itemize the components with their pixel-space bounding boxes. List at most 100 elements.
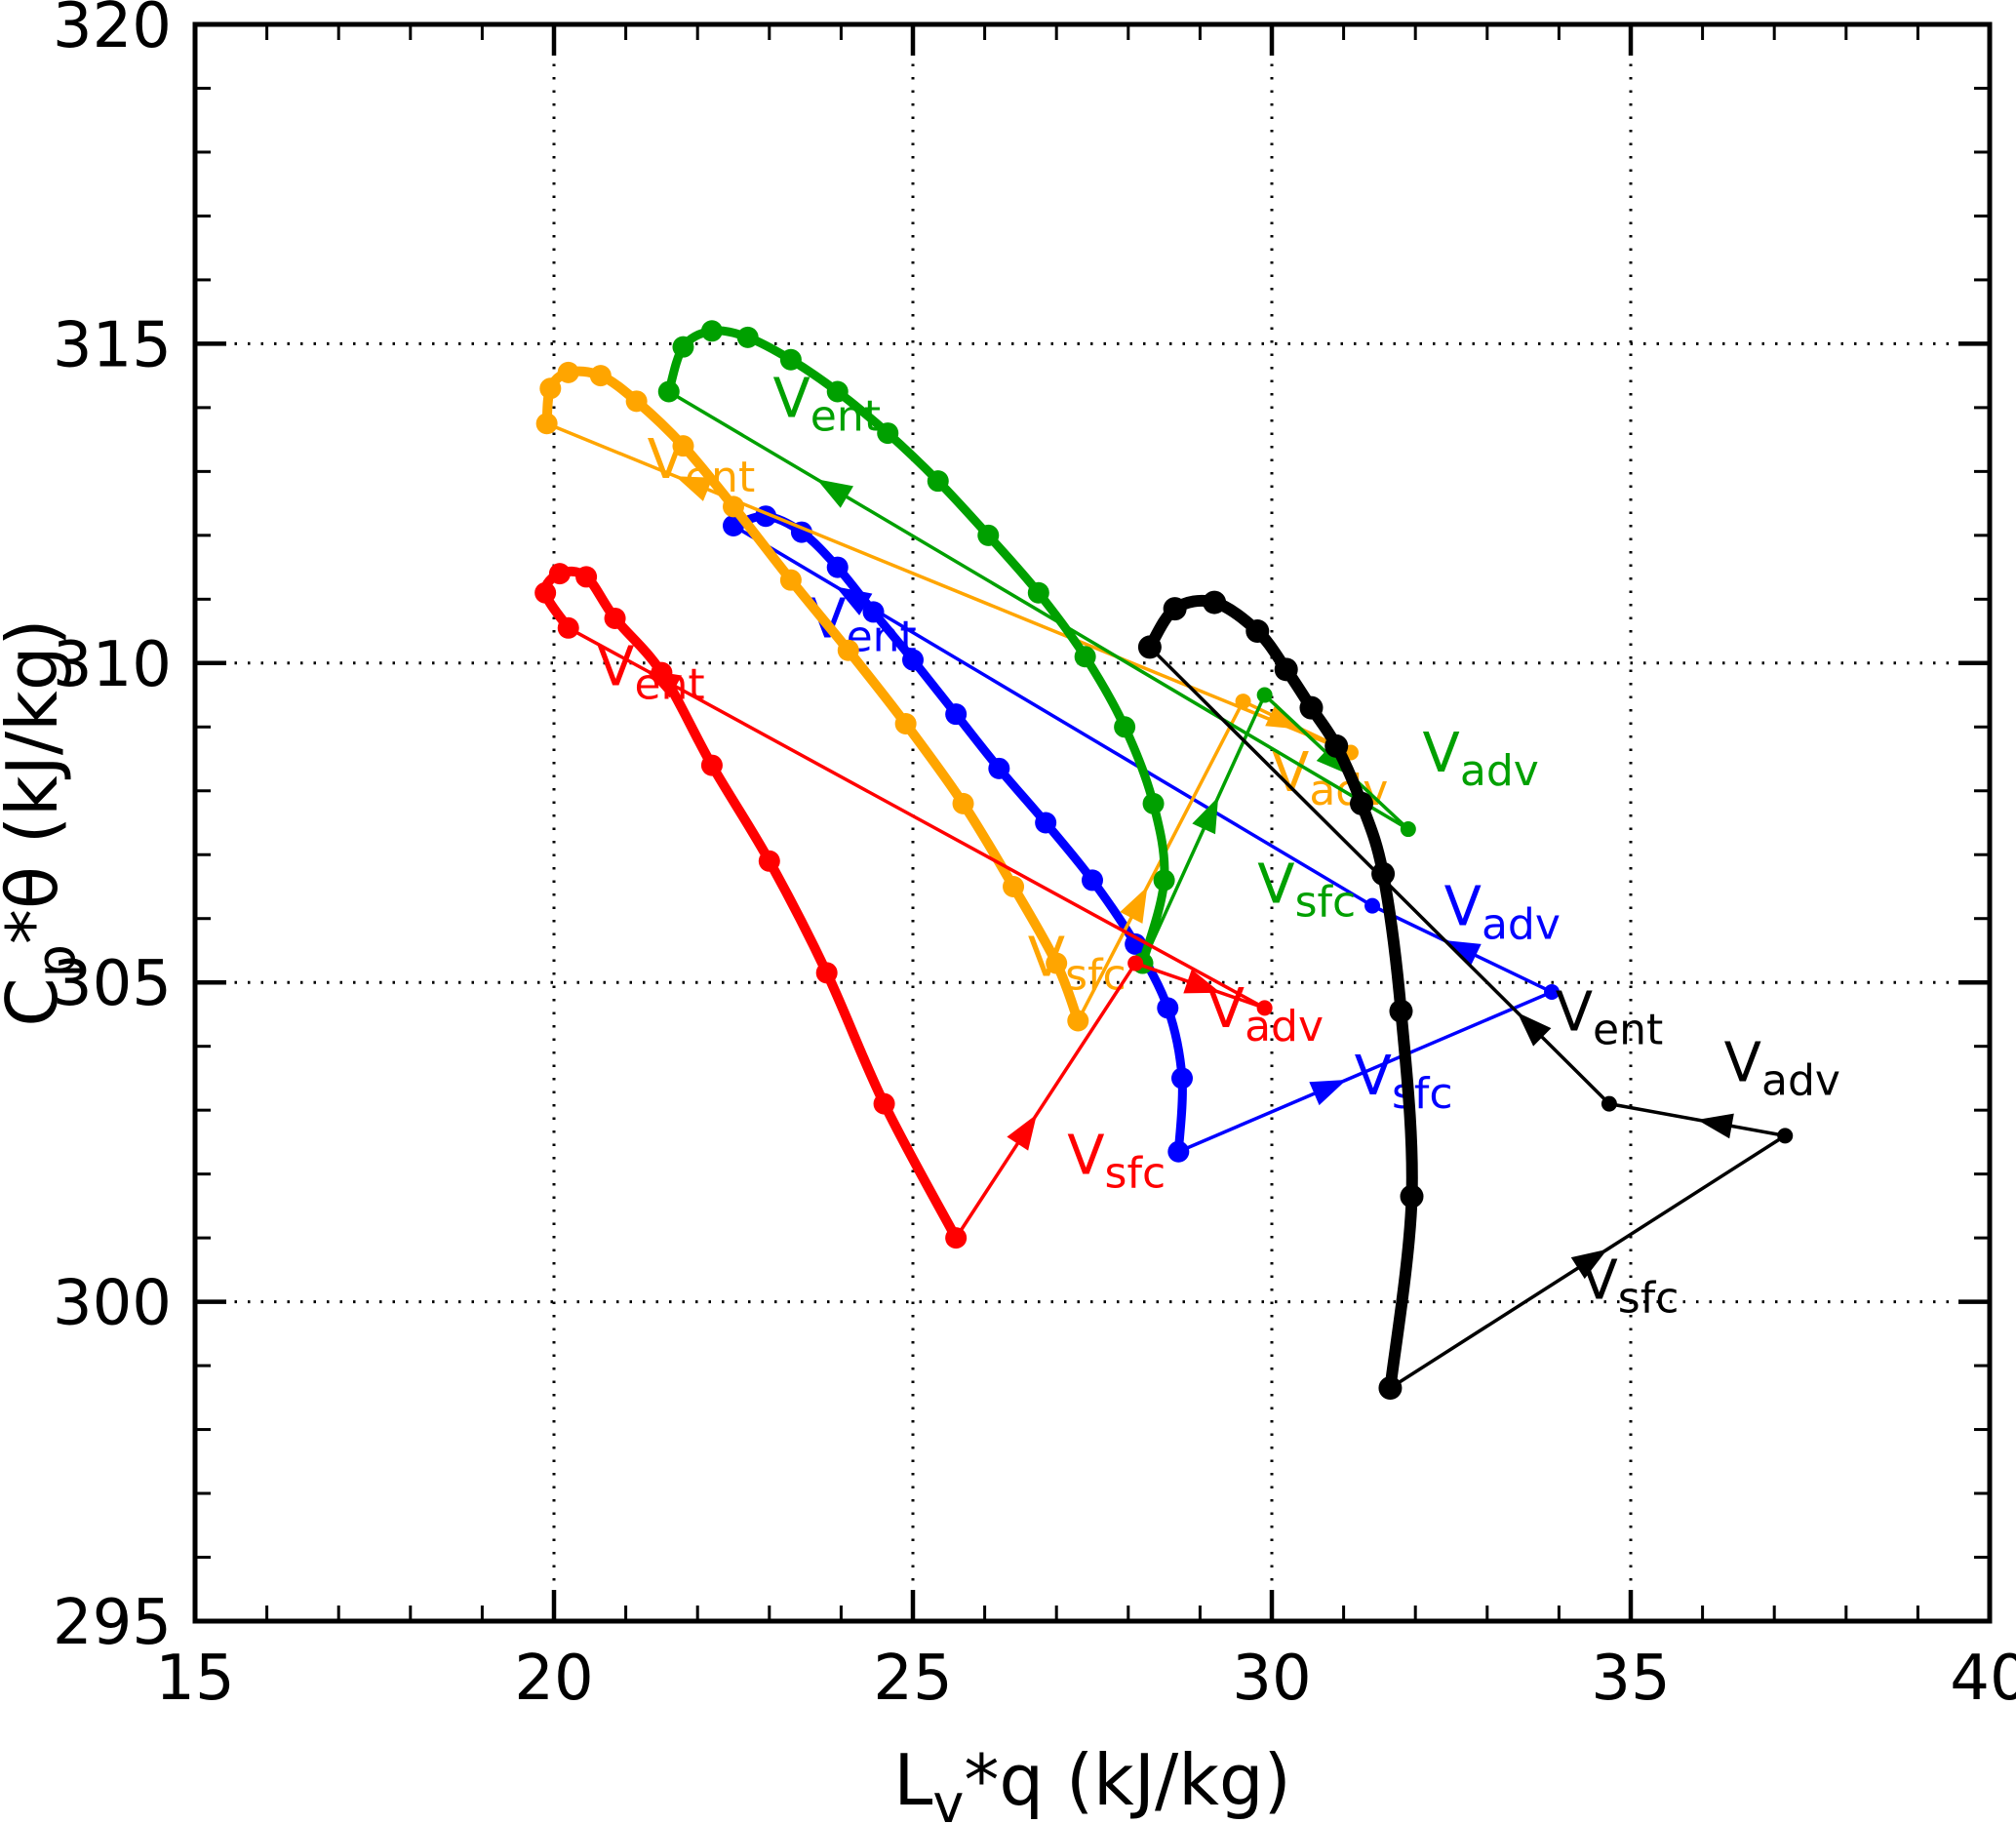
trajectory-point-orange xyxy=(952,792,974,814)
trajectory-point-red xyxy=(604,607,626,629)
trajectory-point-green xyxy=(927,470,949,493)
vector-black-adv-arrowhead xyxy=(1697,1113,1734,1139)
trajectory-point-green xyxy=(779,348,802,371)
trajectory-point-orange xyxy=(557,361,579,383)
trajectory-point-green xyxy=(877,422,899,445)
trajectory-point-black xyxy=(1245,619,1270,644)
x-tick-label-35: 35 xyxy=(1591,1643,1670,1715)
trajectory-point-red xyxy=(548,563,571,585)
trajectory-point-orange xyxy=(539,377,562,400)
trajectory-point-black xyxy=(1389,999,1413,1023)
vector-blue-sfc xyxy=(1177,990,1553,1154)
trajectory-point-red xyxy=(945,1227,968,1249)
vector-green-sfc-arrowhead xyxy=(1192,797,1219,835)
trajectory-point-blue xyxy=(1082,869,1103,892)
x-axis-title: Lv*q (kJ/kg) xyxy=(893,1739,1290,1824)
trajectory-point-orange xyxy=(1003,875,1025,897)
vector-label-black-ent: Vent xyxy=(1556,980,1664,1054)
y-tick-label-320: 320 xyxy=(53,0,172,62)
vector-orange-sfc-arrowhead xyxy=(1120,886,1148,924)
axis-ticks xyxy=(192,21,1993,1624)
trajectory-point-blue xyxy=(1167,1140,1190,1163)
trajectory-point-orange xyxy=(1067,1010,1089,1032)
trajectory-point-black xyxy=(1378,1375,1403,1400)
trajectory-point-orange xyxy=(672,435,694,457)
trajectory-point-black xyxy=(1400,1184,1424,1209)
trajectory-point-black xyxy=(1299,695,1324,720)
y-tick-label-295: 295 xyxy=(53,1587,172,1659)
vector-green-ent-arrowhead xyxy=(816,479,853,508)
trajectory-point-red xyxy=(575,566,598,588)
trajectory-point-green xyxy=(657,380,680,403)
trajectory-point-green xyxy=(826,380,849,403)
vector-label-red-adv: Vadv xyxy=(1207,977,1324,1051)
vector-blue-sfc-arrowhead xyxy=(1309,1080,1347,1106)
trajectory-point-blue xyxy=(945,703,968,726)
trajectory-point-orange xyxy=(837,639,859,661)
vector-orange-ent-arrowhead xyxy=(675,476,713,501)
trajectory-point-black xyxy=(1274,657,1298,682)
x-tick-label-20: 20 xyxy=(514,1643,593,1715)
trajectory-point-black xyxy=(1203,590,1227,615)
y-tick-label-305: 305 xyxy=(53,948,172,1020)
trajectory-point-blue xyxy=(902,649,924,671)
vector-label-red-sfc: Vsfc xyxy=(1067,1125,1166,1199)
trajectory-point-green xyxy=(977,524,1000,546)
trajectory-point-red xyxy=(534,581,557,604)
vector-red-sfc xyxy=(954,962,1137,1240)
vector-label-green-adv: Vadv xyxy=(1423,722,1539,796)
x-tick-label-25: 25 xyxy=(873,1643,952,1715)
trajectory-point-red xyxy=(700,754,723,776)
trajectory-point-green xyxy=(672,336,694,358)
trajectory-point-orange xyxy=(723,496,744,518)
vector-label-black-adv: Vadv xyxy=(1724,1032,1840,1106)
y-tick-label-300: 300 xyxy=(53,1268,172,1340)
x-tick-label-15: 15 xyxy=(155,1643,234,1715)
trajectory-point-black xyxy=(1163,597,1187,621)
vector-label-green-sfc: Vsfc xyxy=(1257,853,1356,927)
trajectory-point-blue xyxy=(988,757,1010,779)
x-tick-label-40: 40 xyxy=(1950,1643,2016,1715)
series-black: Vsfc Vadv Vent xyxy=(1137,590,1840,1400)
trajectory-point-black xyxy=(1371,861,1396,886)
trajectory-point-orange xyxy=(1046,952,1068,974)
vector-red-sfc-arrowhead xyxy=(1007,1114,1037,1151)
vector-label-blue-adv: Vadv xyxy=(1444,875,1561,949)
plot-frame xyxy=(192,21,1993,1624)
trajectory-point-red xyxy=(651,661,673,684)
y-tick-label-315: 315 xyxy=(53,309,172,381)
y-tick-label-310: 310 xyxy=(53,629,172,701)
trajectory-point-red xyxy=(758,850,780,872)
trajectory-point-blue xyxy=(1035,812,1057,834)
trajectory-point-black xyxy=(1324,734,1349,758)
trajectory-point-orange xyxy=(625,390,648,413)
trajectory-point-blue xyxy=(862,601,885,623)
vector-label-black-sfc: Vsfc xyxy=(1580,1249,1679,1323)
trajectory-point-orange xyxy=(894,713,917,735)
series-red: Vsfc Vadv Vent xyxy=(534,563,1324,1249)
vector-label-red-ent: Vent xyxy=(597,636,705,710)
trajectory-point-orange xyxy=(779,569,802,591)
trajectory-point-green xyxy=(1027,581,1049,604)
vector-red-adv-arrowhead xyxy=(1183,969,1221,994)
trajectory-point-blue xyxy=(1171,1067,1193,1090)
vector-green-ent xyxy=(667,390,1409,831)
vector-black-sfc-arrowhead xyxy=(1570,1249,1608,1280)
trajectory-point-blue xyxy=(826,556,849,578)
trajectory-point-green xyxy=(700,320,723,342)
vector-black-ent-arrowhead xyxy=(1517,1011,1552,1047)
trajectory-green xyxy=(664,326,1169,969)
trajectory-point-red xyxy=(557,616,579,639)
trajectory-point-black xyxy=(1137,635,1162,659)
y-axis-title: Cp*θ (kJ/kg) xyxy=(0,618,87,1026)
trajectory-point-red xyxy=(873,1092,895,1115)
trajectory-point-orange xyxy=(535,413,558,435)
trajectory-point-green xyxy=(1074,646,1096,668)
trajectory-point-blue xyxy=(1157,997,1179,1019)
trajectory-point-black xyxy=(1350,791,1373,815)
trajectory-point-green xyxy=(1142,792,1165,814)
x-tick-label-30: 30 xyxy=(1232,1643,1311,1715)
